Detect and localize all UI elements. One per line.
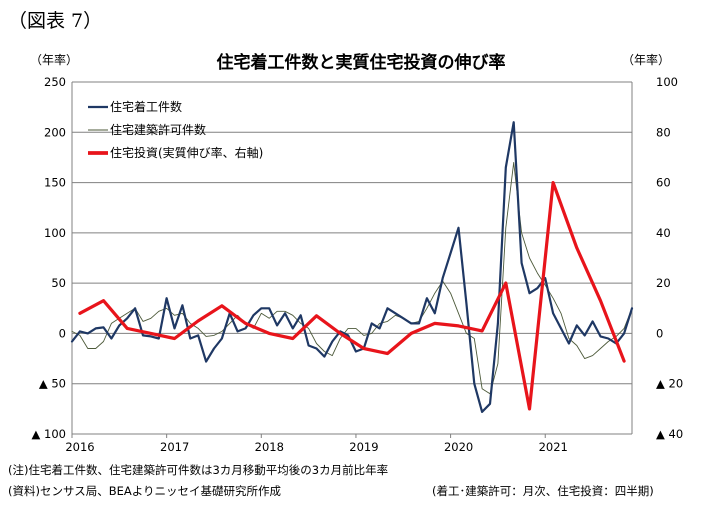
y-right-tick-0: 100 [656,75,678,89]
x-tick-5: 2021 [539,440,568,454]
legend-label-2: 住宅投資(実質伸び率、右軸) [110,145,263,160]
footnote-note: (注)住宅着工件数、住宅建築許可件数は3カ月移動平均後の3カ月前比年率 [8,463,389,477]
x-tick-1: 2017 [160,440,189,454]
legend-label-1: 住宅建築許可件数 [110,122,206,137]
y-right-tick-5: 0 [656,326,663,340]
x-tick-labels: 2016 2017 2018 2019 2020 2021 [65,434,568,454]
y-right-unit: （年率） [622,52,670,67]
y-right-tick-labels: 100 80 60 40 20 0 ▲ 20 ▲ 40 [656,75,683,441]
y-left-tick-4: 50 [51,276,66,290]
series-housing-starts [70,121,634,413]
y-right-tick-7: ▲ 40 [656,427,683,441]
footnote-frequency: (着工･建築許可：月次、住宅投資：四半期) [432,484,654,498]
x-tick-0: 2016 [65,440,94,454]
figure-label: （図表 7） [8,10,103,32]
x-tick-3: 2019 [349,440,378,454]
y-left-tick-5: 0 [59,326,66,340]
series-residential-investment [78,181,626,411]
y-left-tick-0: 250 [44,75,66,89]
x-tick-4: 2020 [444,440,473,454]
y-right-tick-2: 60 [656,176,671,190]
footnote-source: (資料)センサス局、BEAよりニッセイ基礎研究所作成 [8,484,282,498]
y-right-tick-3: 40 [656,226,671,240]
gridlines [71,81,633,435]
series-building-permits [71,162,633,395]
y-left-tick-labels: 250 200 150 100 50 0 ▲ 50 ▲ 100 [32,75,66,441]
y-left-tick-7: ▲ 100 [32,427,66,441]
series-lines [70,121,634,413]
y-left-tick-2: 150 [44,176,66,190]
y-left-tick-3: 100 [44,226,66,240]
y-right-tick-4: 20 [656,276,671,290]
chart-title: 住宅着工件数と実質住宅投資の伸び率 [217,52,506,73]
x-tick-2: 2018 [255,440,284,454]
legend-label-0: 住宅着工件数 [110,99,182,114]
y-right-tick-1: 80 [656,125,671,139]
y-left-tick-6: ▲ 50 [39,377,66,391]
y-right-tick-6: ▲ 20 [656,377,683,391]
y-left-unit: （年率） [30,52,78,67]
y-left-tick-1: 200 [44,125,66,139]
